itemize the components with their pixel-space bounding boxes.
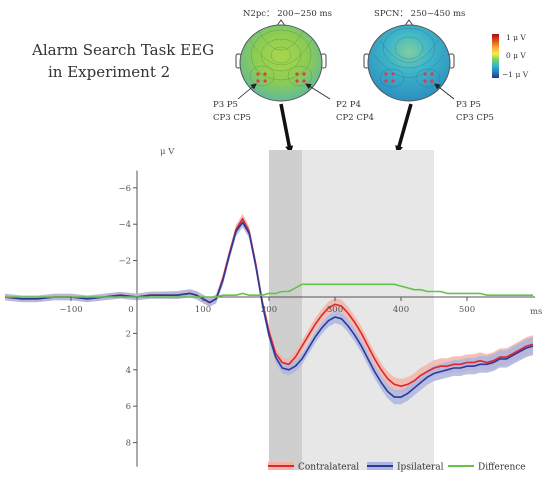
electrode-label-right-2: CP3 CP5 (456, 113, 494, 123)
electrode-label-left-1: P3 P5 (213, 100, 238, 110)
y-tick-label: 2 (126, 329, 131, 339)
topomap-n2pc-label: N2pc： 200~250 ms (243, 9, 332, 19)
legend-item-contralateral: Contralateral (268, 462, 359, 473)
electrode-label-mid-1: P2 P4 (336, 100, 361, 110)
colorbar-scale (492, 34, 499, 78)
series-line-ipsilateral (4, 221, 534, 398)
y-tick-label: 8 (126, 439, 131, 449)
series-lines (4, 217, 534, 398)
legend-item-ipsilateral: Ipsilateral (367, 462, 444, 473)
colorbar-mid-label: 0 μ V (506, 51, 526, 60)
electrode-label-right-1: P3 P5 (456, 100, 481, 110)
x-tick-label: 0 (128, 305, 133, 315)
colorbar-bottom-label: −1 μ V (502, 70, 529, 79)
x-tick-label: 200 (261, 305, 277, 315)
y-tick-label: 4 (126, 366, 131, 376)
x-tick-label: 300 (327, 305, 343, 315)
topomap-spcn-contours (373, 27, 445, 88)
figure-title-line1: Alarm Search Task EEG (31, 41, 214, 59)
colorbar: 1 μ V 0 μ V −1 μ V (492, 33, 529, 79)
x-tick-label: −100 (59, 305, 82, 315)
legend-label: Difference (478, 463, 526, 473)
y-tick-label: −6 (118, 184, 131, 194)
topomap-n2pc: N2pc： 200~250 ms (235, 9, 332, 102)
window-arrow-n2pc (279, 103, 294, 154)
tick-labels: −6 −4 −2 2 4 6 8 −100 0 100 200 300 400 500 (59, 184, 475, 449)
series-line-difference (5, 283, 533, 298)
electrode-label-mid-2: CP2 CP4 (336, 113, 374, 123)
pointer-left (237, 83, 257, 100)
topomap-n2pc-contours (249, 29, 313, 87)
y-tick-label: 6 (126, 402, 131, 412)
x-tick-label: 500 (459, 305, 475, 315)
figure-title-line2: in Experiment 2 (48, 63, 170, 81)
y-axis-unit: μ V (160, 147, 175, 157)
legend-label: Contralateral (298, 463, 359, 473)
time-window-shades (269, 150, 434, 470)
topomap-spcn-head (367, 24, 451, 102)
legend-label: Ipsilateral (397, 463, 444, 473)
electrode-annotations: P3 P5 CP3 CP5 P2 P4 CP2 CP4 P3 P5 CP3 CP… (213, 83, 494, 123)
legend: Contralateral Ipsilateral Difference (268, 462, 526, 473)
legend-item-difference: Difference (448, 463, 526, 473)
window-arrow-spcn (395, 103, 413, 154)
y-tick-label: −2 (118, 257, 131, 267)
y-tick-label: −4 (118, 220, 131, 230)
colorbar-top-label: 1 μ V (506, 33, 526, 42)
topomap-spcn-label: SPCN： 250~450 ms (374, 9, 465, 19)
topomap-spcn-electrodes (384, 72, 434, 83)
topomap-n2pc-electrodes (256, 72, 306, 83)
topomap-spcn: SPCN： 250~450 ms (363, 9, 465, 102)
x-axis-unit: ms (530, 307, 542, 317)
pointer-right (434, 83, 455, 100)
x-tick-label: 400 (393, 305, 409, 315)
time-window-shade-1 (269, 150, 302, 470)
x-tick-label: 100 (195, 305, 211, 315)
electrode-label-left-2: CP3 CP5 (213, 113, 251, 123)
pointer-mid (305, 83, 331, 100)
